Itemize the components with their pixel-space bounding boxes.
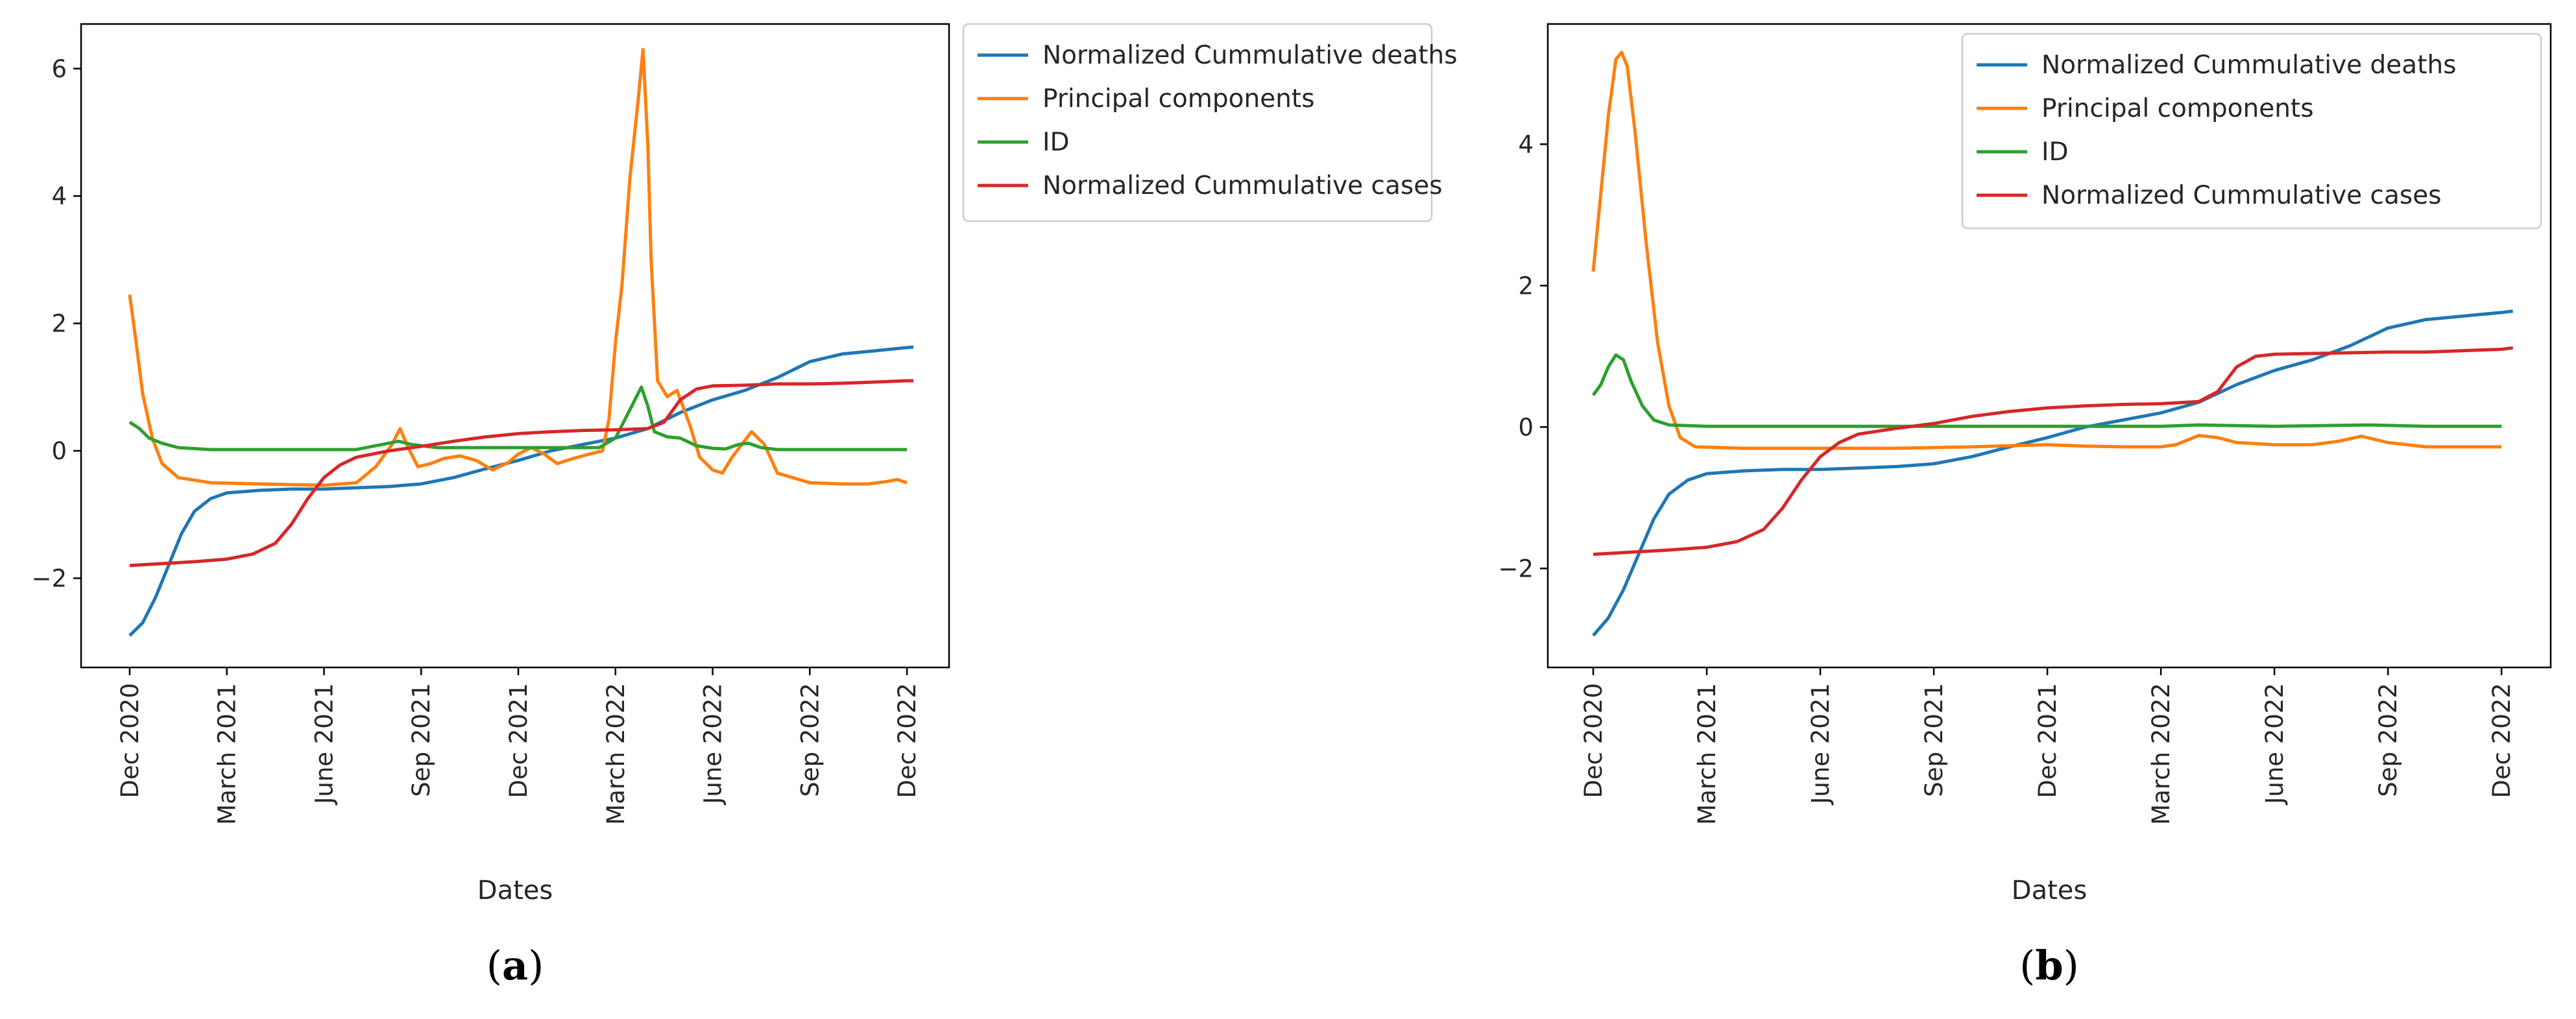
x-axis-title: Dates — [2012, 876, 2087, 905]
x-tick-label: March 2021 — [213, 683, 241, 825]
x-tick-label: June 2022 — [2261, 683, 2289, 806]
x-tick-label: Sep 2022 — [796, 683, 824, 797]
panel-caption: (b) — [2019, 942, 2079, 989]
y-tick-label: −2 — [31, 564, 67, 592]
series-line-principal-components — [1591, 51, 2502, 450]
y-tick-label: 4 — [1518, 130, 1534, 158]
x-axis-title: Dates — [477, 876, 553, 905]
legend-entry-label: Normalized Cummulative deaths — [2041, 51, 2457, 80]
legend: Normalized Cummulative deaths Principal c… — [1961, 32, 2542, 230]
x-tick-label: March 2022 — [602, 683, 630, 825]
series-line-normalized-cummulative-deaths — [128, 345, 914, 637]
y-tick-label: 4 — [51, 182, 67, 210]
legend-entry-label: Normalized Cummulative cases — [1042, 171, 1443, 200]
plot-frame — [80, 23, 950, 669]
series-line-normalized-cummulative-cases — [1593, 346, 2514, 557]
x-tick-label: March 2021 — [1693, 683, 1721, 825]
chart-panel-b: −2 0 2 4 Dec 2020 March 2021 June 2021 Sep 2021… — [1498, 23, 2552, 989]
x-tick-label: Dec 2022 — [893, 683, 921, 798]
series-line-principal-components — [128, 47, 908, 487]
series-line-id — [128, 385, 908, 451]
legend-entry-label: ID — [2041, 138, 2069, 167]
x-tick-label: Dec 2020 — [1580, 683, 1607, 798]
x-tick-label: March 2022 — [2147, 683, 2175, 825]
x-tick-label: Sep 2021 — [407, 683, 435, 797]
y-tick-label: −2 — [1498, 555, 1534, 582]
legend-box — [962, 23, 1433, 222]
x-tick-label: Sep 2021 — [1920, 683, 1948, 797]
y-tick-label: 6 — [51, 55, 67, 83]
legend-entry-label: ID — [1042, 128, 1070, 157]
series-line-normalized-cummulative-deaths — [1592, 309, 2514, 637]
x-tick-label: June 2021 — [1807, 683, 1835, 806]
y-tick-label: 2 — [51, 310, 67, 338]
x-tick-label: Dec 2022 — [2488, 683, 2516, 798]
series-line-normalized-cummulative-cases — [129, 379, 914, 568]
legend-box — [1961, 32, 2542, 230]
plot-frame — [1547, 23, 2552, 669]
panel-caption: (a) — [487, 942, 544, 989]
legend-entry-label: Principal components — [1042, 84, 1315, 114]
x-tick-label: Dec 2020 — [116, 683, 144, 798]
chart-panel-a: −2 0 2 4 6 Dec 2020 March 2021 June 2021 Sep 202… — [31, 23, 1458, 989]
x-tick-label: June 2022 — [699, 683, 727, 806]
x-tick-label: Dec 2021 — [505, 683, 533, 798]
legend: Normalized Cummulative deaths Principal c… — [962, 23, 1458, 222]
y-tick-label: 0 — [1518, 413, 1534, 441]
legend-entry-label: Normalized Cummulative cases — [2041, 181, 2442, 210]
x-tick-label: June 2021 — [310, 683, 338, 806]
legend-entry-label: Principal components — [2041, 94, 2314, 123]
x-tick-label: Dec 2021 — [2034, 683, 2062, 798]
legend-entry-label: Normalized Cummulative deaths — [1042, 41, 1458, 70]
y-tick-label: 0 — [51, 437, 67, 465]
y-tick-label: 2 — [1518, 272, 1534, 300]
series-line-id — [1591, 353, 2502, 428]
x-tick-label: Sep 2022 — [2374, 683, 2402, 797]
